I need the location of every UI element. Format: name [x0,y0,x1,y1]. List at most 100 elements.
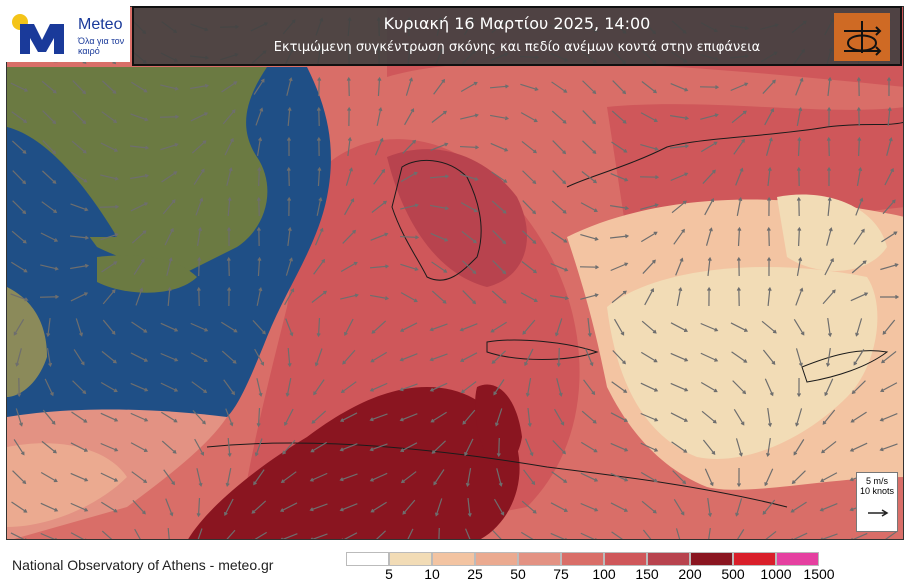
wind-arrow-icon [399,383,418,392]
legend-label: 100 [592,566,616,582]
wind-arrow-icon [884,167,894,186]
wind-arrow-icon [377,76,382,97]
wind-arrow-icon [100,472,119,482]
wind-arrow-icon [766,226,771,247]
wind-arrow-icon [795,77,804,96]
wind-arrow-icon [44,378,54,397]
wind-arrow-icon [522,319,536,335]
wind-arrow-icon [130,173,150,180]
wind-arrow-icon [580,441,598,453]
wind-arrow-icon [11,501,28,513]
wind-arrow-icon [791,532,808,539]
wind-arrow-icon [369,443,388,452]
wind-arrow-icon [132,499,146,515]
wind-arrow-icon [129,145,150,150]
wind-arrow-icon [731,110,747,124]
wind-arrow-icon [550,532,567,539]
wind-arrow-icon [256,378,263,397]
wind-arrow-icon [460,381,477,394]
wind-arrow-icon [489,84,510,89]
wind-arrow-icon [797,226,802,247]
wind-arrow-icon [735,498,743,517]
wind-arrow-icon [701,410,717,424]
wind-arrow-icon [130,442,148,452]
legend-swatch [561,552,604,566]
wind-arrow-icon [251,500,267,514]
wind-arrow-icon [640,112,658,123]
wind-arrow-icon [40,264,59,271]
wind-arrow-icon [256,136,263,156]
wind-arrow-icon [670,83,689,92]
wind-arrow-icon [879,413,898,422]
coast-greece [391,159,482,281]
wind-arrow-icon [340,293,359,300]
wind-arrow-icon [191,381,208,393]
wind-arrow-icon [280,471,297,484]
wind-arrow-icon [400,292,418,303]
wind-arrow-icon [253,78,265,95]
wind-arrow-icon [70,442,89,452]
wind-arrow-icon [522,170,537,185]
wind-arrow-icon [521,140,537,154]
wind-arrow-icon [881,350,897,364]
wind-arrow-icon [765,137,773,156]
wind-arrow-icon [640,143,659,151]
wind-arrow-icon [492,230,507,245]
legend-swatch [389,552,432,566]
wind-arrow-icon [460,81,478,92]
wind-arrow-icon [642,259,656,275]
wind-arrow-icon [11,230,27,244]
wind-arrow-icon [737,529,745,539]
wind-arrow-icon [317,166,322,187]
wind-arrow-icon [765,530,777,539]
wind-arrow-icon [521,500,537,514]
wind-arrow-icon [42,409,56,425]
wind-arrow-icon [736,256,741,277]
wind-arrow-icon [339,412,358,422]
wind-arrow-icon [551,81,568,93]
wind-arrow-icon [642,529,652,539]
wind-arrow-icon [887,106,892,127]
wind-arrow-icon [520,292,538,303]
wind-arrow-icon [10,532,27,539]
wind-arrow-icon [790,501,807,513]
wind-arrow-icon [704,468,714,487]
wind-arrow-icon [286,77,293,96]
wind-arrow-icon [640,203,659,210]
wind-arrow-icon [551,110,567,124]
wind-arrow-icon [41,201,58,214]
wind-arrow-icon [853,349,865,366]
wind-arrow-icon [376,107,383,126]
legend-label: 200 [678,566,702,582]
wind-arrow-icon [490,321,507,333]
wind-arrow-icon [490,142,509,152]
wind-arrow-icon [880,263,899,271]
wind-arrow-icon [766,256,772,277]
wind-arrow-icon [13,318,25,336]
wind-arrow-icon [192,409,206,425]
wind-arrow-icon [700,141,718,153]
wind-arrow-icon [17,377,22,398]
wind-arrow-icon [827,196,832,217]
legend-swatch [733,552,776,566]
wind-arrow-icon [552,170,567,185]
wind-arrow-icon [373,168,386,185]
legend-label: 5 [385,566,393,582]
wind-arrow-icon [849,442,868,452]
legend-label: 75 [553,566,569,582]
wind-arrow-icon [460,113,479,120]
wind-arrow-icon [131,81,148,93]
wind-arrow-icon [160,84,179,91]
wind-arrow-icon [252,319,266,335]
wind-arrow-icon [736,286,741,307]
wind-arrow-icon [820,472,838,483]
wind-arrow-icon [167,286,172,307]
wind-arrow-icon [640,351,658,363]
dust-anatolia-light [777,194,887,271]
wind-arrow-icon [492,260,507,275]
wind-arrow-icon [70,292,89,302]
wind-arrow-icon [370,351,388,363]
wind-arrow-icon [399,442,418,452]
wind-arrow-icon [71,171,88,183]
wind-arrow-icon [286,166,291,187]
